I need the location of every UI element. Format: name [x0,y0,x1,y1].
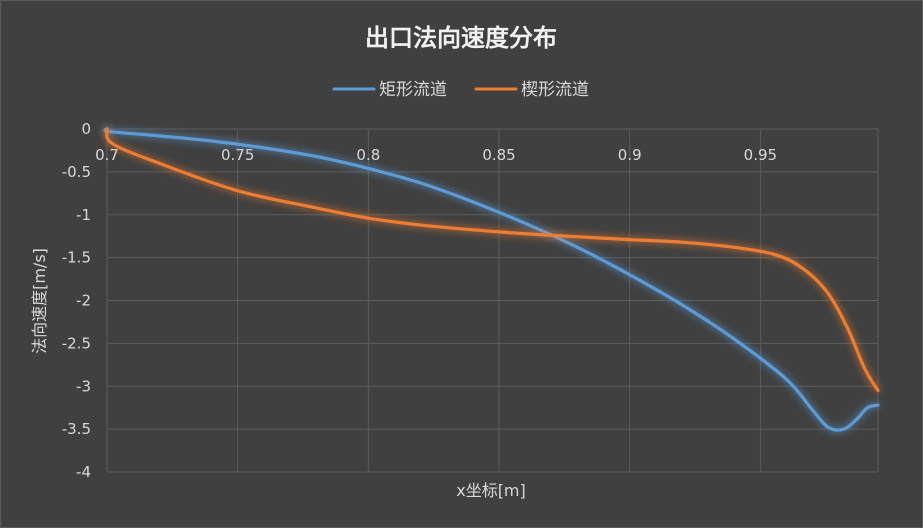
y-tick-label: -0.5 [62,163,91,181]
x-tick-label: 0.95 [744,146,777,164]
legend-label-wedge: 楔形流道 [521,80,589,100]
y-tick-label: -1.5 [62,249,91,267]
x-tick-label: 0.7 [95,146,119,164]
y-tick-label: 0 [81,120,91,138]
y-tick-label: -2.5 [62,334,91,352]
x-tick-label: 0.85 [482,146,515,164]
x-axis-label: x坐标[m] [456,481,526,500]
legend: 矩形流道 楔形流道 [332,80,589,100]
y-axis-label: 法向速度[m/s] [30,248,49,354]
series [103,127,880,432]
tick-labels: 0 -0.5 -1 -1.5 -2 -2.5 -3 -3.5 -4 0.7 0.75 0.8 0.85 0… [62,120,777,481]
y-tick-label: -4 [76,463,91,481]
y-tick-label: -2 [76,292,91,310]
y-tick-label: -3.5 [62,420,91,438]
series-line-wedge [105,127,880,393]
chart-title: 出口法向速度分布 [365,24,557,52]
x-tick-label: 0.75 [221,146,254,164]
y-tick-label: -3 [76,377,91,395]
grid [106,128,879,473]
y-tick-label: -1 [76,206,91,224]
x-tick-label: 0.8 [356,146,380,164]
series-line-rect [103,127,880,432]
legend-label-rect: 矩形流道 [379,80,447,100]
x-tick-label: 0.9 [618,146,642,164]
